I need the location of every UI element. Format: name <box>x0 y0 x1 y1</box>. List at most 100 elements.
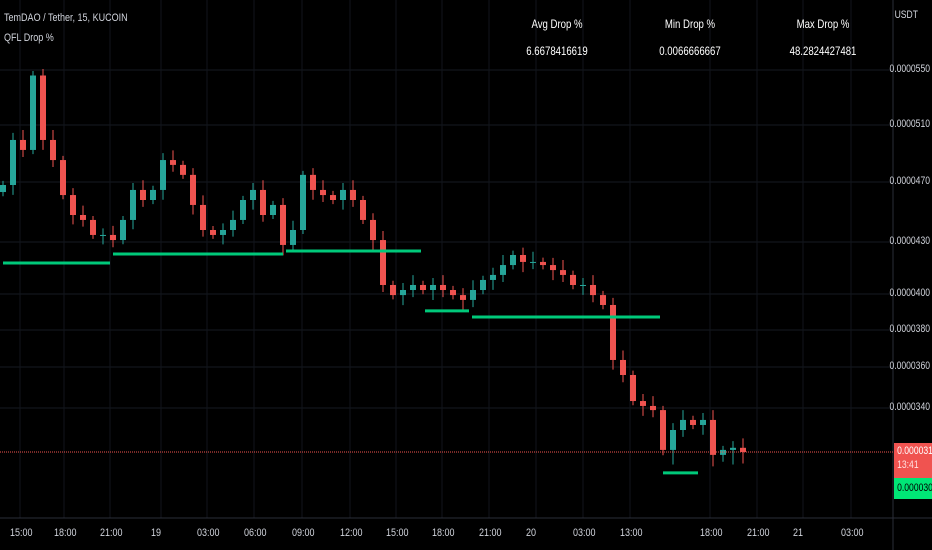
candle-body <box>30 75 36 150</box>
candle-body <box>310 174 316 190</box>
candle-body <box>170 160 176 165</box>
candle-body <box>50 139 56 161</box>
candle-body <box>430 284 436 291</box>
candle-body <box>0 185 6 193</box>
candle-body <box>100 234 106 236</box>
candle-body <box>260 189 266 215</box>
candle-body <box>690 419 696 425</box>
x-tick-label: 21:00 <box>479 527 502 539</box>
candle-body <box>320 189 326 196</box>
candle-body <box>560 270 566 275</box>
y-tick-label: 0.0000550 <box>889 63 930 75</box>
x-tick-label: 03:00 <box>573 527 596 539</box>
x-tick-label: 21 <box>793 527 804 539</box>
y-tick-label: 0.0000360 <box>889 360 930 372</box>
candle-body <box>550 265 556 271</box>
candle-body <box>180 164 186 175</box>
candle-body <box>480 279 486 291</box>
candle-body <box>120 219 126 241</box>
candle-body <box>460 295 466 300</box>
min-drop-label: Min Drop % <box>664 17 716 31</box>
candle-body <box>90 219 96 235</box>
candle-body <box>640 401 646 406</box>
bar-countdown: 13:41 <box>897 459 919 471</box>
candle-body <box>60 160 66 196</box>
candle-body <box>440 284 446 291</box>
candle-body <box>500 265 506 275</box>
x-tick-label: 18:00 <box>54 527 77 539</box>
y-tick-label: 0.0000430 <box>889 235 930 247</box>
candle-body <box>110 234 116 241</box>
x-tick-label: 18:00 <box>432 527 455 539</box>
y-tick-label: 0.0000470 <box>889 175 930 187</box>
candle-body <box>340 189 346 200</box>
avg-drop-value: 6.6678416619 <box>526 44 588 58</box>
candle-body <box>300 174 306 230</box>
indicator-name[interactable]: QFL Drop % <box>4 32 54 44</box>
x-tick-label: 20 <box>526 527 537 539</box>
candle-body <box>600 295 606 305</box>
x-tick-label: 21:00 <box>100 527 123 539</box>
x-tick-label: 21:00 <box>747 527 770 539</box>
candle-body <box>710 419 716 455</box>
y-tick-label: 0.0000380 <box>889 323 930 335</box>
candle-body <box>130 189 136 220</box>
candle-body <box>410 284 416 291</box>
x-tick-label: 03:00 <box>841 527 864 539</box>
candle-body <box>230 219 236 230</box>
candle-body <box>220 230 226 235</box>
candle-body <box>450 290 456 296</box>
x-tick-label: 06:00 <box>244 527 267 539</box>
x-tick-label: 03:00 <box>197 527 220 539</box>
candle-body <box>250 189 256 200</box>
candle-body <box>280 204 286 245</box>
candle-body <box>390 284 396 296</box>
candle-body <box>610 304 616 360</box>
candle-body <box>200 204 206 230</box>
candle-body <box>420 284 426 291</box>
candle-body <box>400 290 406 296</box>
candle-body <box>160 160 166 190</box>
x-tick-label: 19 <box>151 527 162 539</box>
candle-body <box>650 405 656 411</box>
candle-body <box>210 230 216 235</box>
candle-body <box>620 359 626 375</box>
currency-label: USDT <box>894 9 918 21</box>
candle-body <box>670 430 676 450</box>
candle-body <box>730 447 736 450</box>
candle-body <box>680 419 686 430</box>
candle-body <box>70 195 76 215</box>
candle-body <box>330 195 336 200</box>
candle-body <box>40 75 46 140</box>
candle-body <box>380 240 386 285</box>
candle-body <box>700 419 706 425</box>
candle-body <box>270 204 276 215</box>
candle-body <box>140 189 146 200</box>
min-drop-value: 0.0066666667 <box>659 44 721 58</box>
candle-body <box>530 261 536 263</box>
candle-body <box>190 174 196 205</box>
candle-body <box>10 139 16 185</box>
candle-body <box>350 189 356 200</box>
x-tick-label: 09:00 <box>292 527 315 539</box>
candle-body <box>590 284 596 296</box>
max-drop-label: Max Drop % <box>796 17 850 31</box>
candle-body <box>660 410 666 450</box>
y-tick-label: 0.0000340 <box>889 401 930 413</box>
max-drop-value: 48.2824427481 <box>789 44 857 58</box>
y-tick-label: 0.0000400 <box>889 287 930 299</box>
candle-body <box>20 139 26 150</box>
x-tick-label: 18:00 <box>700 527 723 539</box>
candle-body <box>360 200 366 220</box>
y-tick-label: 0.0000510 <box>889 118 930 130</box>
symbol-title: TemDAO / Tether, 15, KUCOIN <box>4 12 128 24</box>
candle-body <box>150 189 156 200</box>
candle-body <box>490 274 496 280</box>
x-tick-label: 15:00 <box>10 527 33 539</box>
x-tick-label: 13:00 <box>620 527 643 539</box>
candle-body <box>520 255 526 262</box>
candle-body <box>510 255 516 266</box>
candle-body <box>630 374 636 402</box>
last-price-badge: 0.0000319 13:41 <box>894 443 932 478</box>
